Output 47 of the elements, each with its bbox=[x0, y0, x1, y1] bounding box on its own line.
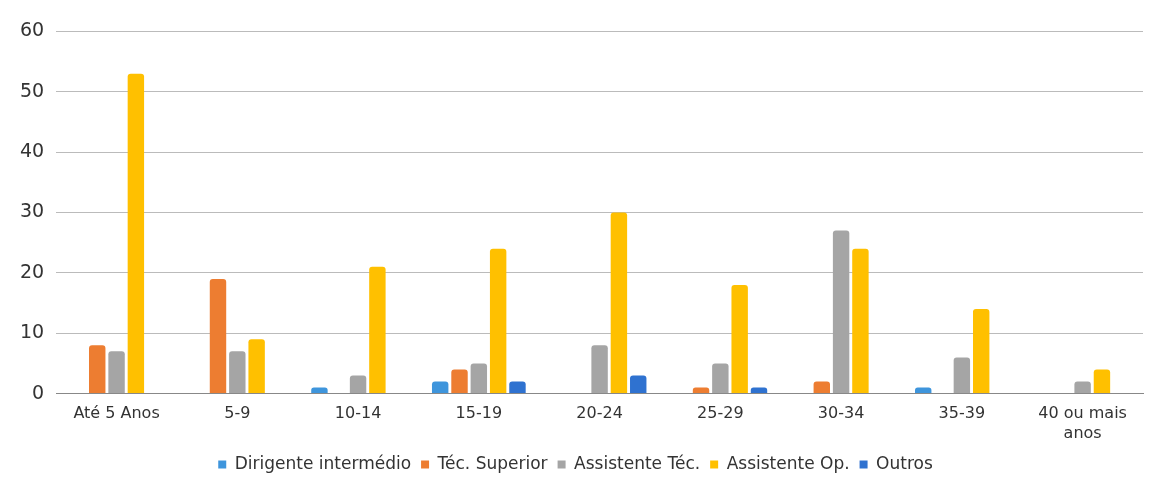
bar bbox=[1074, 381, 1091, 394]
x-tick-label: 25-29 bbox=[697, 403, 744, 423]
bar bbox=[953, 357, 971, 394]
bar bbox=[209, 278, 227, 394]
bar bbox=[591, 345, 608, 394]
y-tick-label: 30 bbox=[19, 199, 45, 222]
bar bbox=[972, 309, 990, 394]
bar bbox=[369, 266, 386, 394]
bar bbox=[731, 284, 748, 394]
x-tick-label: 10-14 bbox=[334, 403, 382, 423]
legend-label: Dirigente intermédio bbox=[234, 452, 412, 473]
bar bbox=[1093, 369, 1111, 394]
y-tick-label: 20 bbox=[19, 259, 45, 282]
bar bbox=[712, 363, 729, 394]
legend-label: Téc. Superior bbox=[436, 452, 548, 473]
bar bbox=[489, 248, 507, 394]
bar bbox=[127, 73, 145, 394]
legend-label: Assistente Téc. bbox=[574, 452, 701, 473]
y-tick-label: 0 bbox=[32, 380, 45, 403]
bar bbox=[89, 345, 106, 394]
bar bbox=[832, 230, 850, 394]
x-tick-label: 35-39 bbox=[938, 403, 986, 423]
x-tick-label: 20-24 bbox=[576, 403, 623, 423]
category-label: 40 ou mais bbox=[1038, 403, 1127, 423]
y-tick-label: 10 bbox=[19, 320, 45, 343]
x-tick-label: 5-9 bbox=[224, 403, 251, 423]
bar bbox=[852, 248, 869, 394]
bar bbox=[610, 212, 628, 394]
bar bbox=[349, 375, 367, 394]
bar bbox=[509, 381, 526, 394]
bar bbox=[248, 339, 265, 394]
legend-label: Assistente Op. bbox=[726, 452, 850, 473]
bar bbox=[813, 381, 830, 394]
bar bbox=[451, 369, 468, 394]
bar bbox=[229, 351, 246, 394]
x-tick-label: 15-19 bbox=[455, 403, 503, 423]
category-label: anos bbox=[1063, 422, 1102, 442]
y-tick-label: 60 bbox=[19, 18, 45, 41]
y-tick-label: 50 bbox=[19, 78, 45, 101]
y-tick-label: 40 bbox=[19, 139, 45, 162]
x-tick-label: Até 5 Anos bbox=[73, 403, 160, 423]
bar bbox=[108, 351, 125, 394]
legend-label: Outros bbox=[876, 452, 933, 473]
bar bbox=[630, 375, 647, 394]
bar bbox=[431, 381, 449, 394]
bar bbox=[470, 363, 488, 394]
x-tick-label: 30-34 bbox=[817, 403, 865, 423]
